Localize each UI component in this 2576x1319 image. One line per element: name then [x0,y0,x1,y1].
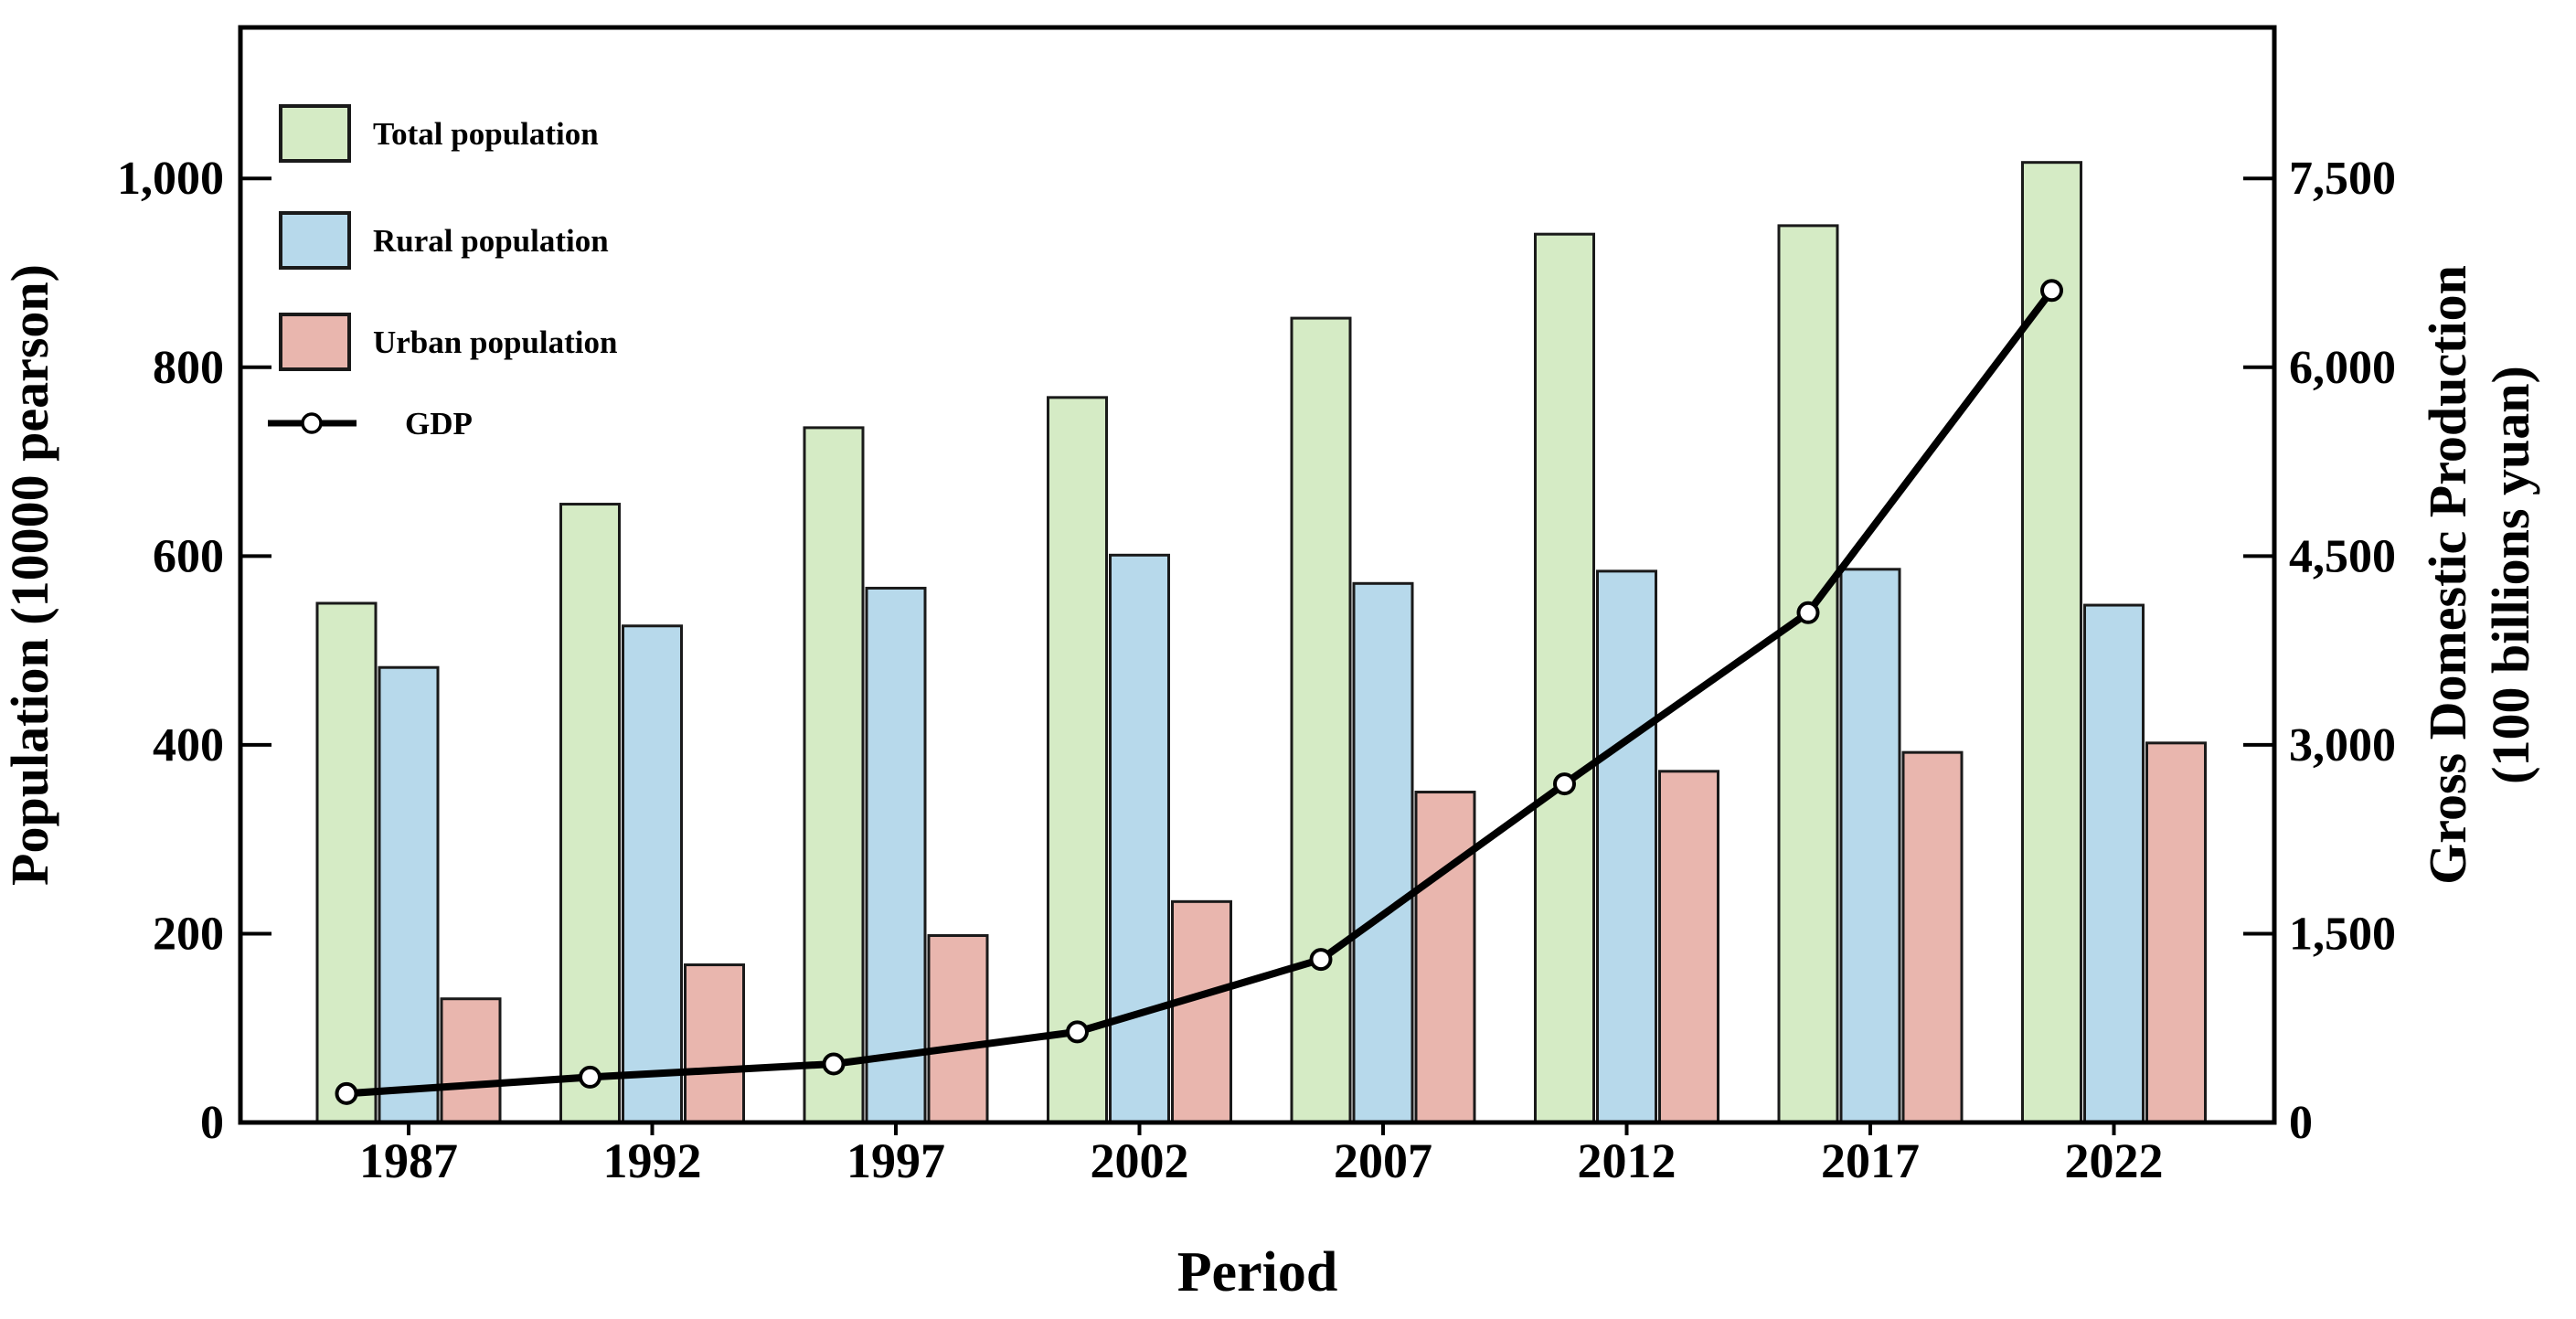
left-axis-tick-label: 1,000 [117,153,224,205]
legend-label-total-population: Total population [373,116,599,152]
gdp-marker-2007 [1309,948,1333,972]
right-axis-tick-label: 3,000 [2289,719,2396,771]
bar-urban-population-1992 [684,963,745,1124]
bar-total-population-1997 [803,426,865,1124]
legend-gdp-marker [301,412,323,434]
bar-urban-population-1997 [927,934,989,1124]
gdp-marker-1987 [335,1081,358,1105]
bar-total-population-2007 [1290,316,1352,1124]
left-axis-tick-label: 600 [153,530,224,582]
bar-rural-population-1992 [622,624,683,1124]
gdp-line [343,286,2056,1098]
legend-swatch-rural-population [279,211,351,270]
bar-rural-population-2012 [1596,569,1657,1124]
bar-rural-population-1987 [378,665,440,1124]
right-axis-tick-label: 6,000 [2289,342,2396,394]
bar-rural-population-2022 [2083,603,2145,1124]
bar-rural-population-2002 [1109,553,1170,1124]
bar-total-population-2017 [1777,224,1839,1124]
bar-urban-population-2017 [1901,750,1964,1124]
gdp-marker-2002 [1066,1020,1089,1044]
x-axis-label-1992: 1992 [603,1133,702,1188]
bar-urban-population-2007 [1414,791,1476,1124]
gdp-marker-2017 [1796,601,1820,624]
left-axis-tick-label: 400 [153,719,224,771]
x-axis-label-1997: 1997 [846,1133,945,1188]
y-axis-title-left: Population (10000 pearson) [0,264,59,886]
plot-frame [238,25,2277,1125]
bar-rural-population-2007 [1352,581,1414,1124]
left-axis-tick-label: 0 [200,1097,224,1149]
x-axis-label-2022: 2022 [2065,1133,2164,1188]
x-axis-label-2007: 2007 [1334,1133,1432,1188]
right-axis-tick-label: 4,500 [2289,530,2396,582]
x-axis-label-2017: 2017 [1821,1133,1920,1188]
gdp-marker-2022 [2040,279,2063,303]
legend-swatch-total-population [279,104,351,163]
bar-total-population-2012 [1534,232,1595,1124]
gdp-marker-2012 [1553,772,1576,796]
bar-total-population-1987 [315,601,378,1124]
bar-urban-population-2002 [1171,899,1232,1124]
gdp-marker-1997 [822,1052,846,1076]
bar-urban-population-1987 [440,997,502,1124]
gdp-marker-1992 [579,1065,601,1089]
right-axis-tick-label: 1,500 [2289,908,2396,960]
left-axis-tick-label: 800 [153,342,224,394]
y-axis-title-right-line2: (100 billions yuan) [2481,366,2540,784]
x-axis-label-2002: 2002 [1091,1133,1189,1188]
y-axis-title-right-line1: Gross Domestic Production [2418,265,2477,885]
bar-total-population-2022 [2021,161,2082,1124]
x-axis-title: Period [1177,1241,1338,1303]
right-axis-tick-label: 7,500 [2289,153,2396,205]
bar-rural-population-1997 [865,586,927,1124]
right-axis-tick-label: 0 [2289,1097,2313,1149]
bar-rural-population-2017 [1839,568,1901,1124]
legend-label-gdp: GDP [405,406,473,441]
bar-total-population-2002 [1047,396,1108,1124]
legend-label-urban-population: Urban population [373,324,617,360]
left-axis-tick-label: 200 [153,908,224,960]
x-axis-label-1987: 1987 [359,1133,458,1188]
legend-swatch-urban-population [279,313,351,371]
bar-urban-population-2012 [1658,770,1719,1124]
x-axis-label-2012: 2012 [1578,1133,1677,1188]
legend-label-rural-population: Rural population [373,223,609,259]
bar-total-population-1992 [559,503,621,1124]
bar-urban-population-2022 [2145,741,2207,1124]
